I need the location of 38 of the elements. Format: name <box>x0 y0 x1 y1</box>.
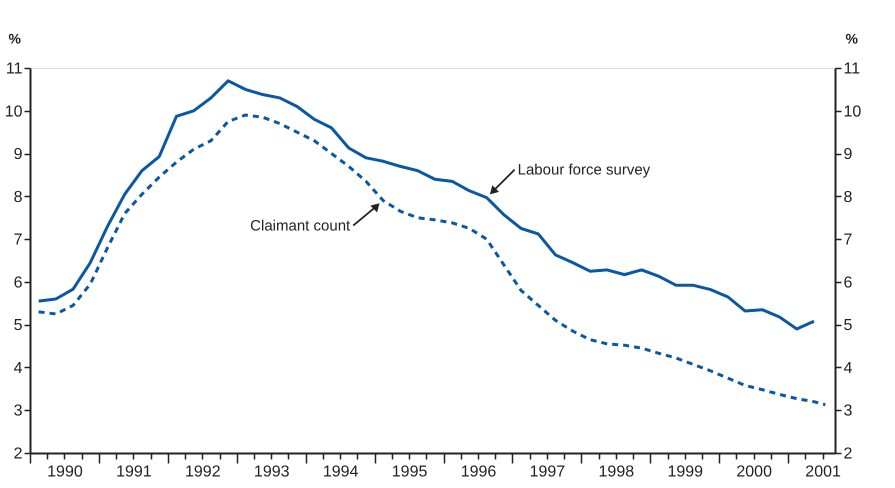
y-tick-label: 2 <box>14 446 23 462</box>
x-tick-label: 1998 <box>598 464 634 480</box>
x-tick-label: 2000 <box>736 464 772 480</box>
y2-tick-label: 9 <box>844 146 852 164</box>
x-tick-label: 1991 <box>116 464 152 480</box>
y-tick-label: 6 <box>14 274 23 292</box>
x-tick-label: 1995 <box>392 464 428 480</box>
y2-tick-label: 8 <box>844 188 852 206</box>
y-tick-label: 10 <box>4 103 23 120</box>
y2-axis-title: % <box>846 30 858 46</box>
x-tick-label: 2001 <box>805 464 841 480</box>
y2-tick-label: 2 <box>844 446 852 462</box>
y2-tick-label: 11 <box>844 60 860 78</box>
x-tick-label: 1997 <box>530 464 566 480</box>
y-tick-label: 9 <box>14 146 23 164</box>
x-tick-label: 1993 <box>254 464 290 480</box>
x-tick-label: 1999 <box>667 464 704 480</box>
y2-tick-label: 6 <box>844 274 852 292</box>
y-tick-label: 8 <box>14 188 23 206</box>
x-tick-label: 1992 <box>185 464 221 480</box>
y2-tick-label: 5 <box>844 317 852 334</box>
line-series <box>37 79 816 330</box>
y2-tick-label: 10 <box>844 103 862 120</box>
y2-tick-label: 3 <box>844 402 852 420</box>
x-tick-label: 1996 <box>460 464 496 480</box>
annotation: Claimant count <box>250 218 352 235</box>
x-tick-label: 1994 <box>322 464 359 480</box>
annotation: Labour force survey <box>518 162 651 179</box>
y2-tick-label: 4 <box>844 360 852 377</box>
y2-tick-label: 7 <box>844 232 852 249</box>
y-tick-label: 11 <box>6 60 23 78</box>
y-tick-label: 3 <box>14 402 23 420</box>
y-tick-label: 4 <box>14 360 23 377</box>
y-tick-label: 7 <box>14 232 23 249</box>
y-tick-label: 5 <box>14 317 23 334</box>
line-series <box>37 114 827 406</box>
y-axis-title: % <box>8 30 22 46</box>
x-tick-label: 1990 <box>47 464 83 480</box>
